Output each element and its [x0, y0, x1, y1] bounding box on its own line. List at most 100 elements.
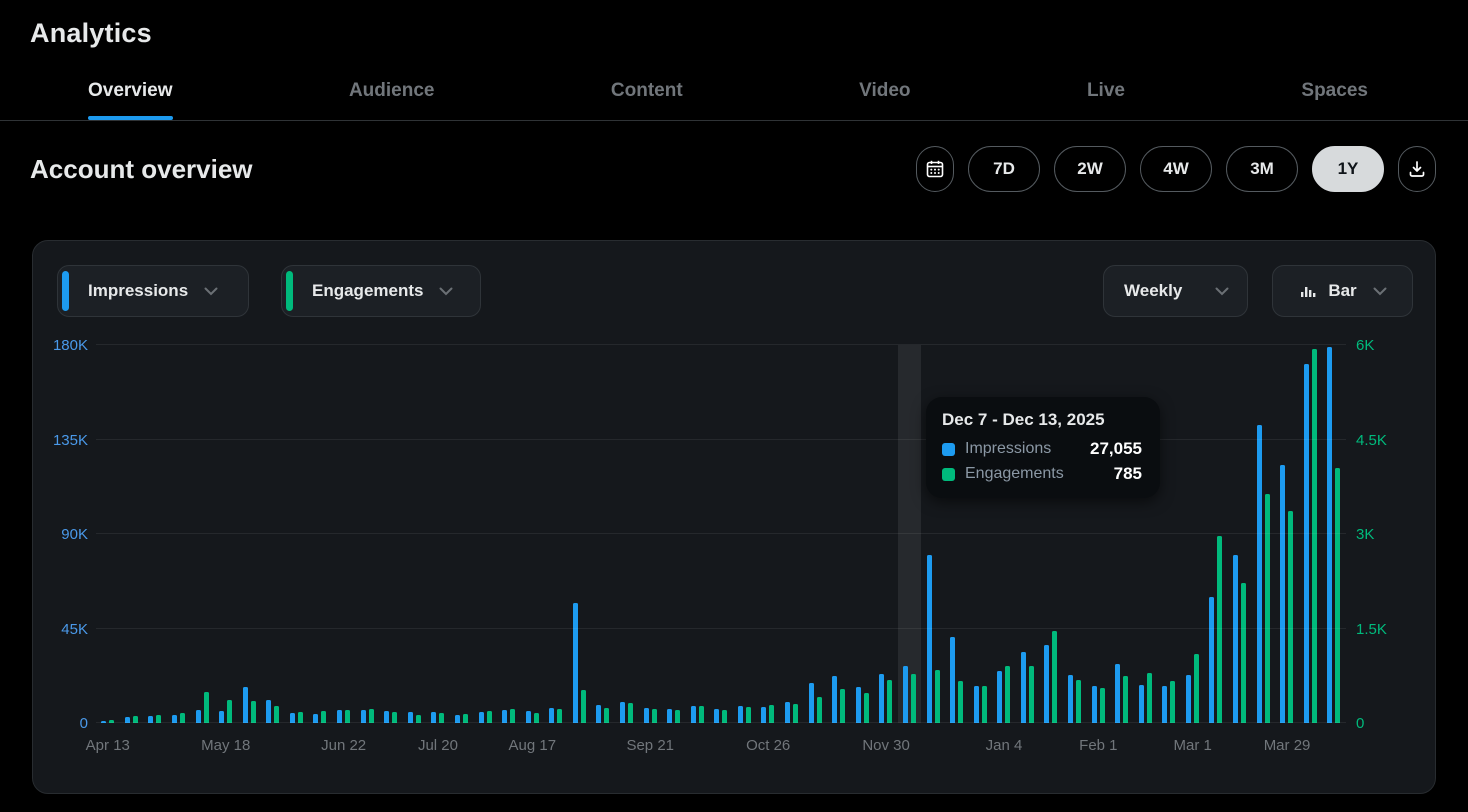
- week-group[interactable]: [1110, 345, 1134, 723]
- week-group[interactable]: [497, 345, 521, 723]
- week-group[interactable]: [1204, 345, 1228, 723]
- bar-impressions[interactable]: [148, 716, 154, 723]
- bar-engagements[interactable]: [557, 709, 563, 723]
- tab-video[interactable]: Video: [859, 58, 910, 120]
- bar-engagements[interactable]: [415, 714, 421, 723]
- bar-impressions[interactable]: [549, 707, 555, 723]
- bar-impressions[interactable]: [454, 714, 460, 723]
- week-group[interactable]: [945, 345, 969, 723]
- bar-engagements[interactable]: [580, 689, 586, 723]
- week-group[interactable]: [379, 345, 403, 723]
- week-group[interactable]: [285, 345, 309, 723]
- bar-engagements[interactable]: [156, 714, 162, 723]
- bar-impressions[interactable]: [242, 687, 248, 723]
- bar-engagements[interactable]: [604, 707, 610, 723]
- bar-impressions[interactable]: [832, 675, 838, 723]
- bar-impressions[interactable]: [289, 712, 295, 723]
- bar-impressions[interactable]: [219, 711, 225, 723]
- bar-impressions[interactable]: [1020, 651, 1026, 723]
- bar-engagements[interactable]: [250, 700, 256, 723]
- bar-engagements[interactable]: [698, 706, 704, 723]
- bar-engagements[interactable]: [274, 706, 280, 723]
- bar-engagements[interactable]: [510, 708, 516, 723]
- range-3m-button[interactable]: 3M: [1226, 146, 1298, 192]
- week-group[interactable]: [403, 345, 427, 723]
- bar-impressions[interactable]: [737, 706, 743, 723]
- bar-engagements[interactable]: [368, 708, 374, 723]
- week-group[interactable]: [992, 345, 1016, 723]
- bar-impressions[interactable]: [667, 708, 673, 723]
- bar-impressions[interactable]: [1256, 424, 1262, 723]
- bar-impressions[interactable]: [525, 711, 531, 723]
- download-button[interactable]: [1398, 146, 1436, 192]
- bar-impressions[interactable]: [1067, 674, 1073, 723]
- bar-engagements[interactable]: [1241, 582, 1247, 723]
- bar-engagements[interactable]: [227, 700, 233, 723]
- bar-impressions[interactable]: [313, 713, 319, 723]
- bar-impressions[interactable]: [926, 555, 932, 723]
- bar-impressions[interactable]: [690, 705, 696, 723]
- metric-dropdown-impressions[interactable]: Impressions: [57, 265, 249, 317]
- metric-dropdown-engagements[interactable]: Engagements: [281, 265, 481, 317]
- week-group[interactable]: [520, 345, 544, 723]
- bar-engagements[interactable]: [1193, 653, 1199, 723]
- bar-engagements[interactable]: [769, 704, 775, 723]
- chart-type-dropdown[interactable]: Bar: [1272, 265, 1413, 317]
- week-group[interactable]: [1086, 345, 1110, 723]
- week-group[interactable]: [591, 345, 615, 723]
- bar-impressions[interactable]: [266, 699, 272, 723]
- bar-impressions[interactable]: [1162, 686, 1168, 723]
- bar-engagements[interactable]: [462, 713, 468, 723]
- bar-impressions[interactable]: [997, 670, 1003, 723]
- week-group[interactable]: [355, 345, 379, 723]
- tab-content[interactable]: Content: [611, 58, 683, 120]
- range-1y-button[interactable]: 1Y: [1312, 146, 1384, 192]
- bar-impressions[interactable]: [620, 702, 625, 723]
- bar-engagements[interactable]: [910, 673, 916, 723]
- bar-engagements[interactable]: [1146, 672, 1152, 723]
- bar-impressions[interactable]: [360, 709, 366, 723]
- week-group[interactable]: [1228, 345, 1252, 723]
- bar-engagements[interactable]: [722, 709, 728, 723]
- week-group[interactable]: [261, 345, 285, 723]
- week-group[interactable]: [473, 345, 497, 723]
- bar-impressions[interactable]: [950, 636, 956, 723]
- bar-impressions[interactable]: [384, 711, 390, 723]
- bar-engagements[interactable]: [392, 711, 398, 723]
- week-group[interactable]: [685, 345, 709, 723]
- bar-engagements[interactable]: [1123, 675, 1129, 723]
- bar-engagements[interactable]: [180, 712, 186, 723]
- bar-engagements[interactable]: [345, 709, 351, 723]
- bar-impressions[interactable]: [1209, 597, 1215, 723]
- range-2w-button[interactable]: 2W: [1054, 146, 1126, 192]
- week-group[interactable]: [167, 345, 191, 723]
- week-group[interactable]: [120, 345, 144, 723]
- bar-impressions[interactable]: [407, 712, 413, 723]
- week-group[interactable]: [450, 345, 474, 723]
- bar-impressions[interactable]: [1044, 645, 1050, 723]
- bar-engagements[interactable]: [1099, 687, 1105, 723]
- week-group[interactable]: [1039, 345, 1063, 723]
- bar-impressions[interactable]: [1303, 363, 1309, 723]
- week-group[interactable]: [96, 345, 120, 723]
- tab-audience[interactable]: Audience: [349, 58, 435, 120]
- bar-impressions[interactable]: [596, 704, 602, 723]
- interval-dropdown[interactable]: Weekly: [1103, 265, 1248, 317]
- week-group[interactable]: [709, 345, 733, 723]
- week-group[interactable]: [1298, 345, 1322, 723]
- bar-engagements[interactable]: [934, 669, 940, 723]
- bar-engagements[interactable]: [793, 704, 799, 723]
- bar-impressions[interactable]: [572, 603, 578, 723]
- bar-engagements[interactable]: [297, 711, 303, 723]
- range-7d-button[interactable]: 7D: [968, 146, 1040, 192]
- bar-engagements[interactable]: [321, 711, 327, 723]
- bar-impressions[interactable]: [337, 709, 343, 723]
- bar-impressions[interactable]: [1233, 555, 1239, 723]
- bar-impressions[interactable]: [973, 686, 979, 723]
- week-group[interactable]: [756, 345, 780, 723]
- week-group[interactable]: [1133, 345, 1157, 723]
- bar-engagements[interactable]: [1005, 666, 1011, 723]
- bar-engagements[interactable]: [887, 680, 893, 723]
- week-group-highlighted[interactable]: [897, 345, 922, 723]
- bar-impressions[interactable]: [785, 702, 791, 723]
